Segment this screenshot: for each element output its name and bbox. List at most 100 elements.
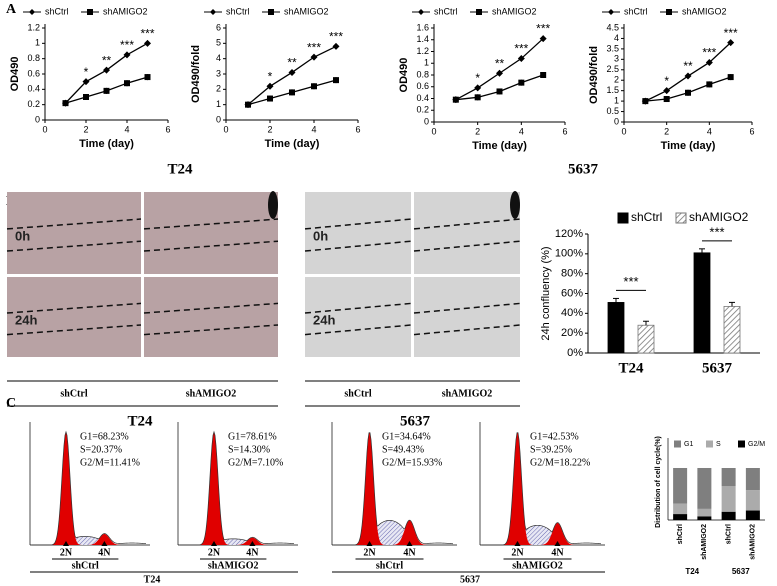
micrograph [305,192,411,274]
y-tick-label: 1.2 [27,22,40,32]
legend-swatch [706,440,713,448]
artifact [510,191,520,219]
legend-marker [666,9,672,15]
x-tick-label: 6 [355,124,360,134]
legend-label: shAMIGO2 [284,6,329,16]
panel-letter: C [6,396,16,411]
cycle-stat: G2/M=11.41% [80,457,140,468]
marker [474,84,482,92]
significance: * [268,69,273,83]
x-tick-label: 0 [621,126,626,136]
marker [663,96,670,103]
artifact [268,191,278,219]
legend-label: shAMIGO2 [492,6,537,16]
marker [288,68,296,76]
x-tick-label: shCtrl [677,524,684,544]
peak-label: 2N [363,547,376,558]
x-tick-label: 2 [664,126,669,136]
bar-segment [721,468,736,487]
legend-marker [210,9,216,15]
g1-peak [482,432,601,545]
y-tick-label: 0.2 [416,105,429,115]
legend-marker [476,9,482,15]
y-tick-label: 1.2 [416,46,429,56]
series-line [455,74,544,101]
legend-label: G1 [684,441,693,448]
y-tick-label: 0.2 [27,99,40,109]
y-tick-label: 1.5 [606,85,619,95]
x-tick-label: shAMIGO2 [750,524,757,560]
marker [83,94,89,100]
x-tick-label: T24 [618,360,644,376]
g1-peak [334,432,453,545]
peak-label: 4N [98,547,111,558]
marker [474,94,481,101]
cycle-stat: G2/M=7.10% [228,457,283,468]
marker [727,74,734,81]
y-tick-label: 2.5 [606,64,619,74]
cycle-stat: G1=78.61% [228,431,277,442]
row-label: 24h [313,312,335,327]
x-tick-label: 0 [223,124,228,134]
y-axis-label: OD490/fold [190,45,202,103]
micrograph [414,192,520,274]
y-tick-label: 4.5 [606,22,619,32]
y-tick-label: 1 [614,95,619,105]
y-tick-label: 80% [561,268,583,280]
scratch-edge [304,240,412,252]
legend-label: shCtrl [631,210,662,224]
y-tick-label: 0.8 [27,53,40,63]
g1-peak [180,431,294,545]
histogram-outline [32,430,147,546]
y-tick-label: 120% [555,228,583,240]
significance: * [664,74,669,88]
x-axis-label: Time (day) [472,140,527,152]
bar-segment [673,503,688,515]
marker [663,87,671,95]
peak-marker [101,541,108,546]
peak-label: 4N [403,547,416,558]
marker [267,95,273,102]
y-tick-label: 5 [216,38,221,48]
significance: *** [623,274,638,289]
x-tick-label: 4 [707,126,712,136]
legend-swatch [738,440,745,448]
peak-label: 2N [511,547,524,558]
marker [517,55,525,63]
y-tick-label: 2 [216,84,221,94]
bar-segment [697,508,712,517]
y-tick-label: 4 [614,33,619,43]
marker [685,89,691,96]
marker [124,80,130,87]
significance: ** [495,56,505,70]
significance: *** [329,30,343,44]
marker [62,100,69,107]
micrograph [7,192,141,274]
sample-label: shCtrl [72,560,99,571]
significance: *** [307,40,321,54]
y-tick-label: 0.5 [606,106,619,116]
panel-letter: A [6,2,17,17]
x-tick-label: shCtrl [725,524,732,544]
significance: * [475,71,480,85]
scratch-edge [304,302,412,314]
y-axis-label: 24h confluency (%) [540,246,552,340]
y-tick-label: 3 [216,68,221,78]
y-axis-label: OD490 [398,58,410,93]
cycle-stat: G2/M=15.93% [382,457,442,468]
x-tick-label: shAMIGO2 [701,524,708,560]
x-tick-label: 2 [83,124,88,134]
marker [496,88,503,95]
marker [310,53,318,61]
legend-label: shCtrl [226,6,250,16]
group-label: T24 [685,567,699,576]
y-tick-label: 1 [424,58,429,68]
bar [637,324,655,354]
marker [266,82,274,90]
cycle-stat: S=14.30% [228,444,270,455]
legend-marker [29,9,35,15]
micrograph [7,277,141,357]
marker [144,39,151,47]
x-tick-label: 4 [311,124,316,134]
y-tick-label: 0 [35,114,40,124]
